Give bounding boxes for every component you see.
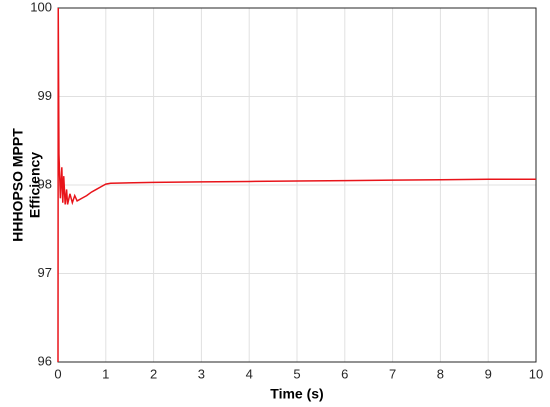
x-tick-label: 4 [246,366,253,381]
data-line [57,7,536,363]
y-tick-label: 99 [38,88,52,103]
x-tick-label: 2 [150,366,157,381]
y-axis-label-line: Efficiency [27,152,43,218]
x-tick-label: 10 [529,366,543,381]
x-tick-label: 5 [293,366,300,381]
y-tick-label: 96 [38,353,52,368]
y-axis-label-line: HHHOPSO MPPT [10,128,26,242]
x-tick-label: 9 [485,366,492,381]
y-tick-label: 100 [30,0,52,14]
x-tick-label: 1 [102,366,109,381]
y-tick-label: 97 [38,265,52,280]
x-tick-label: 8 [437,366,444,381]
x-tick-label: 6 [341,366,348,381]
y-axis-label: HHHOPSO MPPT Efficiency [10,128,43,242]
x-tick-label: 7 [389,366,396,381]
x-tick-label: 0 [54,366,61,381]
x-tick-label: 3 [198,366,205,381]
x-axis-label: Time (s) [270,386,323,402]
y-tick-label: 98 [38,176,52,191]
